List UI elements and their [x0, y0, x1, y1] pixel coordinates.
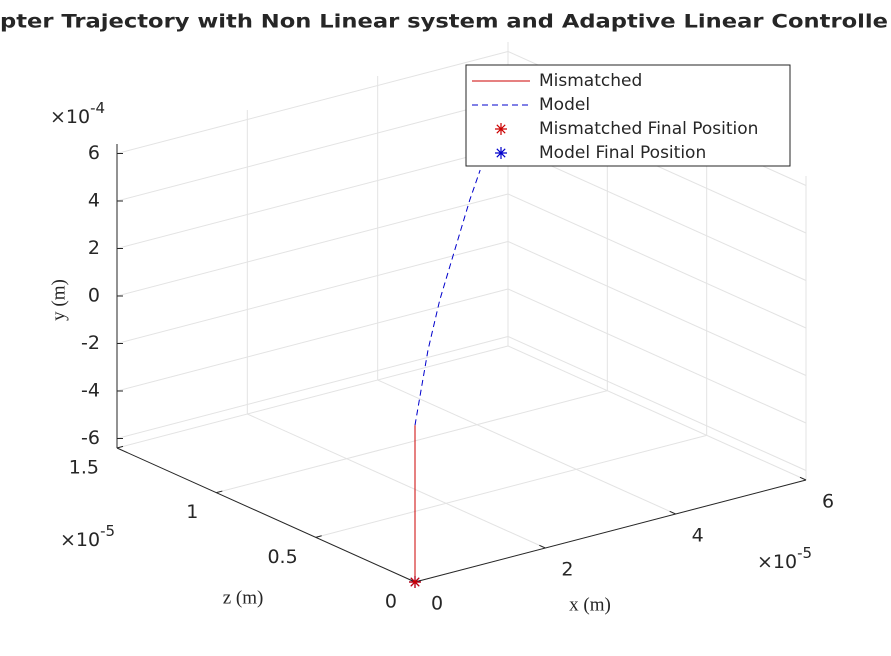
exponent-base: ×10: [60, 529, 100, 551]
z-tick: [216, 490, 223, 494]
exponent-power: -5: [797, 544, 812, 562]
grid-line: [116, 288, 509, 392]
grid-line: [507, 193, 807, 329]
y-tick-label: 0: [88, 285, 100, 307]
grid-line: [116, 146, 509, 249]
x-axis: [414, 479, 807, 583]
grid-line: [116, 241, 509, 344]
z-axis-label: z (m): [223, 587, 264, 608]
grid-line: [377, 379, 676, 515]
legend: Mismatched Model Mismatched Final Position…: [465, 64, 791, 167]
legend-label: Mismatched Final Position: [539, 119, 758, 139]
exponent-base: ×10: [757, 551, 797, 573]
grid-line: [116, 345, 509, 449]
series-line: [414, 169, 481, 426]
grid-line: [216, 390, 608, 494]
grid-line: [507, 146, 807, 281]
grid-line: [507, 288, 807, 424]
y-tick-label: 2: [88, 237, 100, 259]
y-tick-label: -6: [81, 427, 100, 449]
marker: [495, 147, 507, 159]
legend-label: Model: [539, 95, 590, 115]
y-tick-label: -2: [81, 332, 100, 354]
axis-exponent: ×10-5: [60, 522, 115, 551]
x-tick-label: 0: [431, 593, 443, 615]
legend-label: Mismatched: [539, 71, 642, 91]
x-tick: [669, 510, 676, 515]
z-tick-label: 1.5: [69, 457, 99, 479]
z-tick-label: 1: [186, 501, 198, 523]
y-tick-label: 4: [88, 190, 100, 212]
z-tick: [116, 445, 124, 449]
z-tick-label: 0: [385, 591, 397, 613]
z-tick-label: 0.5: [267, 546, 297, 568]
y-tick-label: 6: [88, 142, 100, 164]
y-tick-label: -4: [81, 380, 100, 402]
x-tick-label: 6: [822, 491, 834, 513]
marker: [495, 123, 507, 135]
exponent-base: ×10: [50, 106, 90, 128]
grid-line: [507, 345, 807, 481]
x-tick-label: 2: [561, 559, 573, 581]
grid-line: [507, 241, 807, 376]
grid-line: [116, 98, 509, 202]
exponent-power: -5: [100, 522, 115, 540]
axis-exponent: ×10-4: [50, 99, 105, 128]
z-axis: [116, 447, 416, 583]
marker: [409, 576, 421, 588]
exponent-power: -4: [90, 99, 105, 117]
x-tick: [799, 476, 807, 481]
legend-box: [465, 64, 791, 167]
grid-line: [116, 336, 509, 439]
grid-line: [315, 434, 707, 538]
z-tick: [315, 535, 322, 538]
x-axis-label: x (m): [569, 594, 611, 615]
x-tick-label: 4: [692, 525, 704, 547]
grid-line: [507, 336, 807, 471]
legend-label: Model Final Position: [539, 143, 706, 163]
chart-title: pter Trajectory with Non Linear system a…: [0, 11, 888, 33]
axis-exponent: ×10-5: [757, 544, 812, 573]
x-tick: [539, 544, 546, 549]
y-axis-label: y (m): [48, 279, 69, 321]
grid-line: [247, 413, 546, 549]
grid-line: [116, 51, 509, 154]
grid-line: [116, 193, 509, 297]
